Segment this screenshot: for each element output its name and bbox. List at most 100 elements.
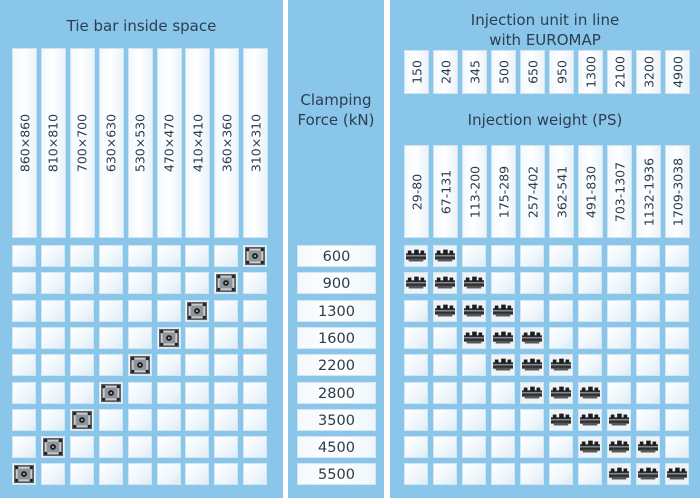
injection-cell <box>462 354 486 377</box>
tie-bar-cell <box>156 326 181 349</box>
tie-bar-cell <box>243 408 268 431</box>
injection-cell <box>607 272 631 295</box>
tie-bar-cell <box>185 436 210 459</box>
clamping-force-value: 5500 <box>297 463 376 486</box>
injection-weight-header: 113-200 <box>462 145 487 238</box>
tie-bar-cell <box>69 408 94 431</box>
tie-bar-cell <box>127 354 152 377</box>
injection-unit-title-line2: with EUROMAP <box>489 31 601 49</box>
tie-bar-cell <box>185 299 210 322</box>
tie-bar-cell <box>69 326 94 349</box>
injection-cell <box>665 326 689 349</box>
tie-bar-column-label: 310×310 <box>248 113 264 173</box>
tie-bar-column-header: 630×630 <box>98 48 124 238</box>
injection-unit-title: Injection unit in line with EUROMAP <box>390 10 700 50</box>
injection-cell <box>433 354 457 377</box>
tie-bar-cell <box>243 272 268 295</box>
injection-unit-header: 345 <box>462 50 487 94</box>
injection-unit-header: 240 <box>433 50 458 94</box>
injection-cell <box>433 463 457 486</box>
injection-cell <box>578 272 602 295</box>
injection-cell <box>433 272 457 295</box>
tie-bar-cell <box>127 245 152 267</box>
injection-screw-icon <box>492 327 514 348</box>
tie-bar-cell <box>69 299 94 322</box>
clamping-force-value: 900 <box>297 272 376 295</box>
tie-bar-cell <box>98 436 123 459</box>
tie-bar-cell <box>214 354 239 377</box>
injection-unit-title-line1: Injection unit in line <box>470 11 620 29</box>
tie-bar-cell <box>185 354 210 377</box>
injection-screw-icon <box>434 273 456 294</box>
injection-weight-header: 703-1307 <box>607 145 632 238</box>
injection-cell <box>665 354 689 377</box>
injection-screw-icon <box>463 273 485 294</box>
tie-bar-cell <box>98 326 123 349</box>
injection-cell <box>665 436 689 459</box>
tie-bar-cell <box>98 381 123 404</box>
injection-cell <box>665 272 689 295</box>
injection-cell <box>520 436 544 459</box>
injection-cell <box>462 408 486 431</box>
tie-bar-cell <box>185 381 210 404</box>
injection-cell <box>636 299 660 322</box>
injection-cell <box>549 463 573 486</box>
injection-cell <box>462 326 486 349</box>
tie-bar-cell <box>214 463 239 486</box>
tie-bar-cell <box>127 408 152 431</box>
injection-cell <box>462 463 486 486</box>
tie-bar-plate-icon <box>42 437 64 457</box>
tie-bar-column-header: 700×700 <box>69 48 95 238</box>
injection-cell <box>404 299 428 322</box>
injection-cell <box>433 326 457 349</box>
injection-cell <box>404 436 428 459</box>
injection-cell <box>578 381 602 404</box>
injection-screw-icon <box>579 409 601 430</box>
injection-weight-label: 1132-1936 <box>641 157 656 226</box>
injection-cell <box>549 272 573 295</box>
tie-bar-cell <box>185 272 210 295</box>
injection-cell <box>462 381 486 404</box>
tie-bar-cell <box>214 381 239 404</box>
injection-cell <box>665 408 689 431</box>
tie-bar-cell <box>127 463 152 486</box>
injection-screw-icon <box>608 409 630 430</box>
injection-unit-label: 4900 <box>670 56 685 88</box>
injection-weight-label: 67-131 <box>438 169 453 214</box>
tie-bar-cell <box>40 463 65 486</box>
injection-cell <box>636 463 660 486</box>
injection-weight-header: 1132-1936 <box>636 145 661 238</box>
injection-cell <box>433 436 457 459</box>
injection-unit-label: 650 <box>525 60 540 84</box>
injection-cell <box>404 326 428 349</box>
tie-bar-panel: Tie bar inside space 860×860 810×810 700×7… <box>0 0 283 498</box>
injection-cell <box>404 245 428 267</box>
tie-bar-cell <box>12 463 36 486</box>
tie-bar-column-header: 410×410 <box>185 48 211 238</box>
clamping-force-value: 2200 <box>297 354 376 377</box>
injection-cell <box>491 381 515 404</box>
injection-cell <box>462 299 486 322</box>
injection-cell <box>636 272 660 295</box>
tie-bar-cell <box>98 463 123 486</box>
injection-cell <box>636 326 660 349</box>
injection-weight-title: Injection weight (PS) <box>467 111 623 129</box>
tie-bar-cell <box>127 272 152 295</box>
injection-screw-icon <box>405 273 427 294</box>
injection-weight-label: 703-1307 <box>612 161 627 222</box>
tie-bar-plate-icon <box>158 328 180 348</box>
injection-screw-icon <box>550 409 572 430</box>
clamping-force-value: 600 <box>297 245 376 267</box>
clamping-panel: Clamping Force (kN) 600 900 1300 1600 2200 28… <box>288 0 384 498</box>
tie-bar-cell <box>214 272 239 295</box>
injection-cell <box>607 436 631 459</box>
injection-screw-icon <box>521 327 543 348</box>
tie-bar-cell <box>243 299 268 322</box>
injection-unit-header: 3200 <box>636 50 661 94</box>
injection-screw-icon <box>405 246 427 266</box>
tie-bar-cell <box>40 326 65 349</box>
injection-cell <box>520 245 544 267</box>
tie-bar-plate-icon <box>100 383 122 403</box>
tie-bar-cell <box>214 299 239 322</box>
injection-cell <box>578 354 602 377</box>
